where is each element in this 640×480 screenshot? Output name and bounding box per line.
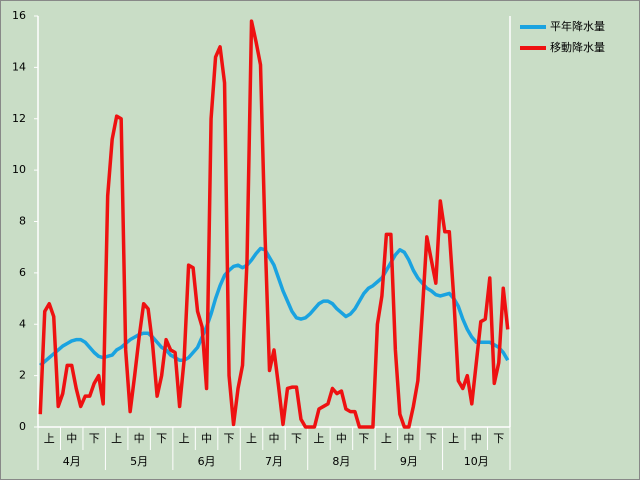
y-tick-label: 4 bbox=[19, 317, 26, 330]
x-tick-label: 下 bbox=[493, 432, 504, 445]
legend-label: 移動降水量 bbox=[550, 40, 605, 54]
x-tick-label: 下 bbox=[224, 432, 235, 445]
month-label: 9月 bbox=[400, 455, 418, 468]
x-tick-label: 下 bbox=[89, 432, 100, 445]
y-tick-label: 12 bbox=[12, 112, 26, 125]
y-tick-label: 0 bbox=[19, 420, 26, 433]
month-label: 7月 bbox=[265, 455, 283, 468]
series-line bbox=[38, 19, 510, 429]
x-tick-label: 上 bbox=[179, 432, 190, 445]
x-tick-label: 上 bbox=[111, 432, 122, 445]
month-label: 10月 bbox=[464, 455, 489, 468]
y-tick-label: 16 bbox=[12, 9, 26, 22]
x-tick-label: 上 bbox=[313, 432, 324, 445]
month-label: 6月 bbox=[198, 455, 216, 468]
x-tick-label: 上 bbox=[246, 432, 257, 445]
x-tick-label: 中 bbox=[471, 432, 482, 445]
x-tick-label: 下 bbox=[291, 432, 302, 445]
month-label: 5月 bbox=[130, 455, 148, 468]
y-tick-label: 14 bbox=[12, 60, 26, 73]
x-tick-label: 上 bbox=[44, 432, 55, 445]
y-tick-label: 10 bbox=[12, 163, 26, 176]
x-tick-label: 下 bbox=[156, 432, 167, 445]
x-tick-label: 下 bbox=[426, 432, 437, 445]
x-tick-label: 中 bbox=[269, 432, 280, 445]
x-tick-label: 中 bbox=[134, 432, 145, 445]
y-tick-label: 2 bbox=[19, 369, 26, 382]
legend-label: 平年降水量 bbox=[550, 19, 605, 33]
x-tick-label: 中 bbox=[66, 432, 77, 445]
x-tick-label: 上 bbox=[381, 432, 392, 445]
x-tick-label: 中 bbox=[201, 432, 212, 445]
x-tick-label: 下 bbox=[358, 432, 369, 445]
month-label: 4月 bbox=[63, 455, 81, 468]
x-tick-label: 中 bbox=[403, 432, 414, 445]
y-tick-label: 6 bbox=[19, 266, 26, 279]
series-line bbox=[39, 246, 510, 367]
y-tick-label: 8 bbox=[19, 215, 26, 228]
x-tick-label: 中 bbox=[336, 432, 347, 445]
month-label: 8月 bbox=[332, 455, 350, 468]
x-tick-label: 上 bbox=[448, 432, 459, 445]
